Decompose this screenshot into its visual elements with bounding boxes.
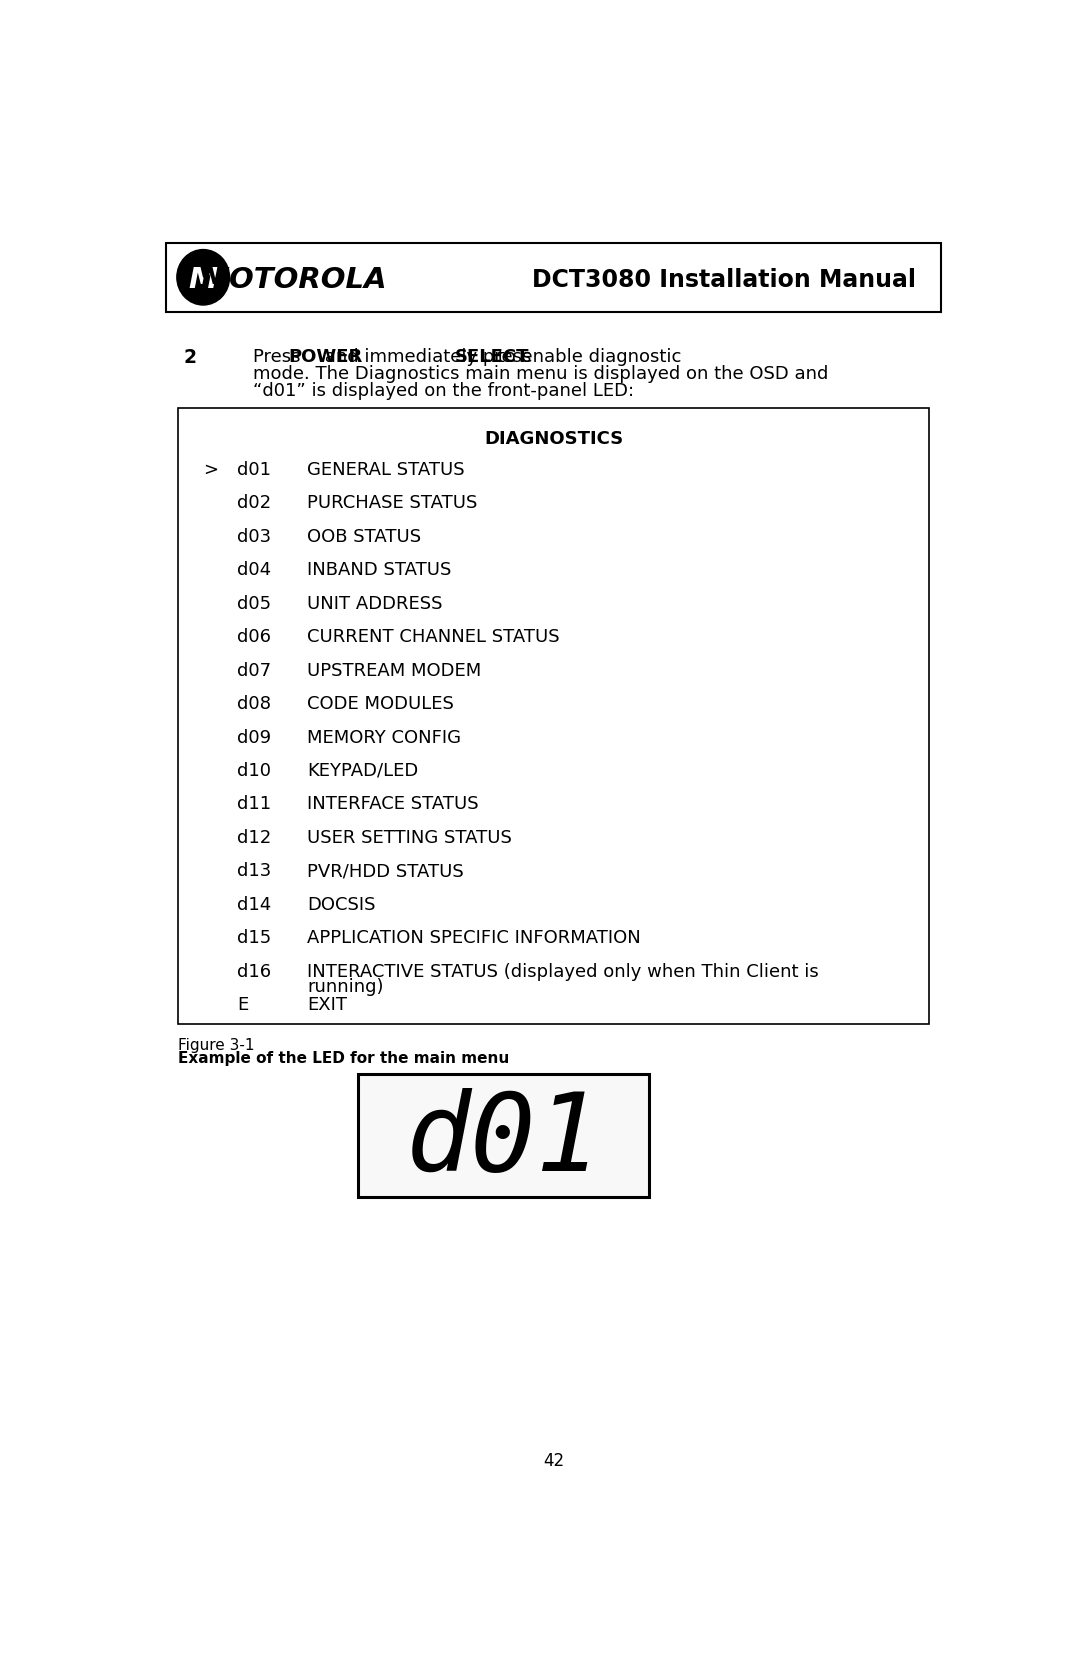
Text: Figure 3-1: Figure 3-1: [177, 1038, 254, 1053]
Text: d14: d14: [238, 896, 271, 915]
Text: INTERFACE STATUS: INTERFACE STATUS: [307, 796, 478, 813]
Text: d16: d16: [238, 963, 271, 981]
Text: INTERACTIVE STATUS (displayed only when Thin Client is: INTERACTIVE STATUS (displayed only when …: [307, 963, 819, 981]
Text: M: M: [189, 265, 218, 294]
Text: POWER: POWER: [288, 349, 363, 366]
Text: d05: d05: [238, 594, 271, 613]
Text: d03: d03: [238, 527, 271, 546]
Text: d08: d08: [238, 694, 271, 713]
Text: d09: d09: [238, 728, 271, 746]
Text: OOB STATUS: OOB STATUS: [307, 527, 421, 546]
Ellipse shape: [177, 250, 230, 305]
Text: UPSTREAM MODEM: UPSTREAM MODEM: [307, 661, 482, 679]
Text: PVR/HDD STATUS: PVR/HDD STATUS: [307, 863, 463, 881]
Text: d06: d06: [238, 628, 271, 646]
Text: INBAND STATUS: INBAND STATUS: [307, 561, 451, 579]
Text: E: E: [238, 996, 248, 1015]
Text: PURCHASE STATUS: PURCHASE STATUS: [307, 494, 477, 512]
Text: d13: d13: [238, 863, 271, 881]
Text: DCT3080 Installation Manual: DCT3080 Installation Manual: [532, 267, 916, 292]
Text: d11: d11: [238, 796, 271, 813]
Text: 2: 2: [183, 349, 197, 367]
Text: to enable diagnostic: to enable diagnostic: [492, 349, 681, 366]
Text: d04: d04: [238, 561, 271, 579]
Text: SELECT: SELECT: [455, 349, 529, 366]
Text: CURRENT CHANNEL STATUS: CURRENT CHANNEL STATUS: [307, 628, 559, 646]
Text: running): running): [307, 978, 383, 996]
FancyBboxPatch shape: [177, 409, 930, 1025]
Text: d10: d10: [238, 763, 271, 779]
Text: and immediately press: and immediately press: [320, 349, 538, 366]
Text: GENERAL STATUS: GENERAL STATUS: [307, 461, 464, 479]
Text: d07: d07: [238, 661, 271, 679]
Text: d02: d02: [238, 494, 271, 512]
Text: USER SETTING STATUS: USER SETTING STATUS: [307, 829, 512, 846]
Text: DOCSIS: DOCSIS: [307, 896, 376, 915]
Text: mode. The Diagnostics main menu is displayed on the OSD and: mode. The Diagnostics main menu is displ…: [253, 366, 828, 384]
FancyBboxPatch shape: [166, 242, 941, 312]
Text: MOTOROLA: MOTOROLA: [201, 265, 387, 294]
Text: CODE MODULES: CODE MODULES: [307, 694, 454, 713]
Text: APPLICATION SPECIFIC INFORMATION: APPLICATION SPECIFIC INFORMATION: [307, 930, 640, 948]
FancyBboxPatch shape: [359, 1075, 649, 1197]
Text: d15: d15: [238, 930, 271, 948]
Text: “d01” is displayed on the front-panel LED:: “d01” is displayed on the front-panel LE…: [253, 382, 634, 401]
Text: d01: d01: [406, 1087, 602, 1193]
Text: Press: Press: [253, 349, 306, 366]
Text: >: >: [203, 461, 218, 479]
Text: d12: d12: [238, 829, 271, 846]
Text: DIAGNOSTICS: DIAGNOSTICS: [484, 429, 623, 447]
Text: KEYPAD/LED: KEYPAD/LED: [307, 763, 418, 779]
Text: 42: 42: [543, 1452, 564, 1469]
Text: MEMORY CONFIG: MEMORY CONFIG: [307, 728, 461, 746]
Text: UNIT ADDRESS: UNIT ADDRESS: [307, 594, 443, 613]
Text: d01: d01: [238, 461, 271, 479]
Text: EXIT: EXIT: [307, 996, 347, 1015]
Text: Example of the LED for the main menu: Example of the LED for the main menu: [177, 1051, 509, 1066]
